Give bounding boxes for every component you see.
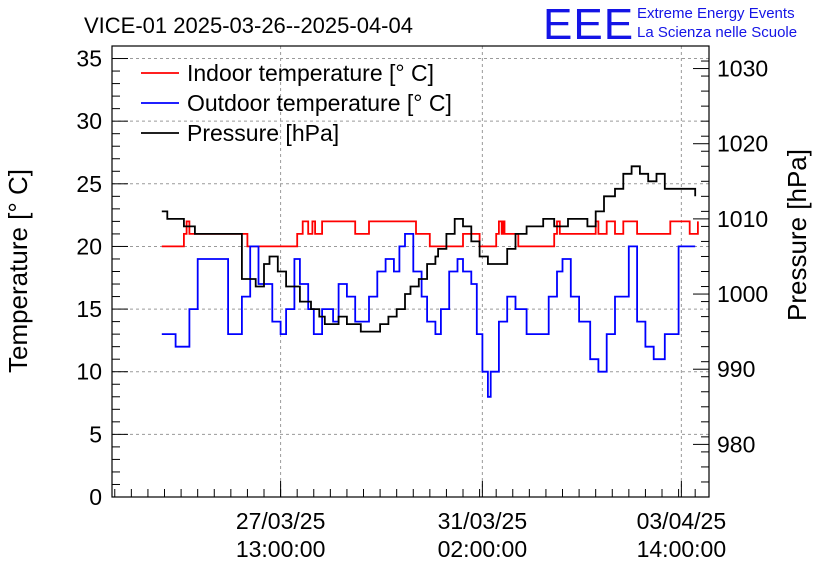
y-left-tick-label: 5 <box>89 421 102 447</box>
eee-logo: EEE <box>543 0 635 49</box>
logo-line-2: La Scienza nelle Scuole <box>637 24 798 41</box>
y-left-tick-label: 0 <box>89 484 102 510</box>
axis-ticks: 0 5 10 15 20 25 30 35 980 990 1000 1010 1020 1030 27/0… <box>76 45 768 562</box>
y-left-tick-label: 30 <box>76 108 102 134</box>
y-right-tick-label: 980 <box>717 431 755 457</box>
x-tick-label-date: 03/04/25 <box>637 508 727 534</box>
series-layer <box>161 165 699 398</box>
y-left-tick-label: 20 <box>76 233 102 259</box>
legend: Indoor temperature [° C] Outdoor temperat… <box>141 60 452 146</box>
x-tick-label-time: 02:00:00 <box>438 536 528 562</box>
x-tick-label-time: 14:00:00 <box>637 536 727 562</box>
y-left-tick-label: 35 <box>76 46 102 72</box>
y-axis-label-right: Pressure [hPa] <box>782 149 812 321</box>
x-tick-label-time: 13:00:00 <box>236 536 326 562</box>
series-line-pressure <box>161 165 697 333</box>
x-tick-label-date: 27/03/25 <box>236 508 326 534</box>
y-left-tick-label: 10 <box>76 359 102 385</box>
series-line-outdoor-temperature <box>161 233 696 398</box>
legend-label: Pressure [hPa] <box>187 120 339 146</box>
y-left-tick-label: 25 <box>76 171 102 197</box>
logo-line-1: Extreme Energy Events <box>637 5 795 22</box>
y-left-tick-label: 15 <box>76 296 102 322</box>
x-tick-label-date: 31/03/25 <box>438 508 528 534</box>
y-right-tick-label: 990 <box>717 356 755 382</box>
y-right-tick-label: 1030 <box>717 56 768 82</box>
y-right-tick-label: 1000 <box>717 281 768 307</box>
y-axis-label-left: Temperature [° C] <box>3 169 33 373</box>
chart-title: VICE-01 2025-03-26--2025-04-04 <box>84 13 413 38</box>
legend-label: Indoor temperature [° C] <box>187 60 434 86</box>
y-right-tick-label: 1010 <box>717 206 768 232</box>
series-line-indoor-temperature <box>161 220 699 248</box>
y-right-tick-label: 1020 <box>717 131 768 157</box>
legend-label: Outdoor temperature [° C] <box>187 90 452 116</box>
